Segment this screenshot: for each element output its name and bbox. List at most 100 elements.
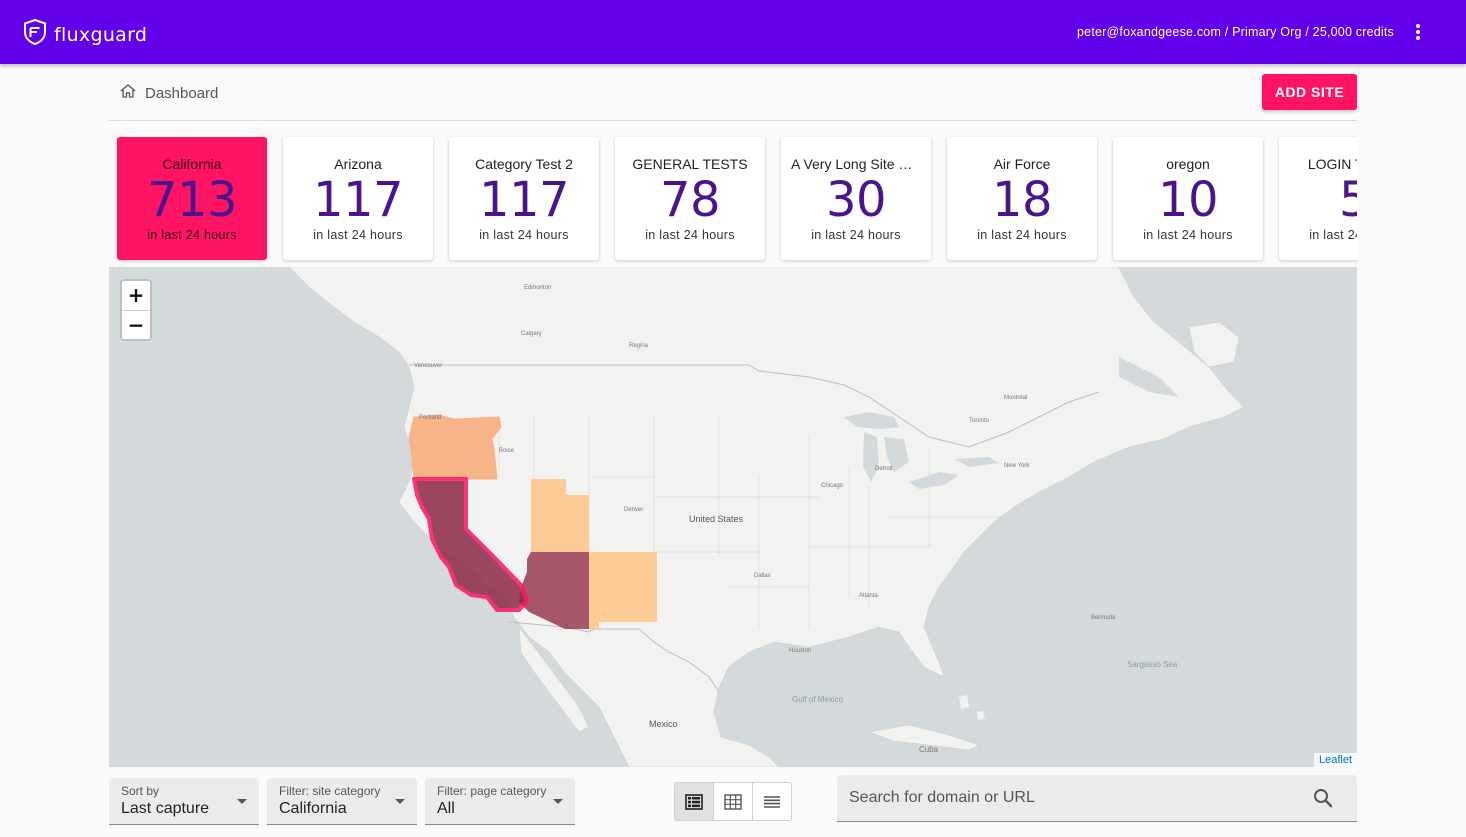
great-lakes [844, 412, 999, 489]
add-site-button[interactable]: ADD SITE [1262, 74, 1357, 110]
label-houston: Houston [789, 648, 811, 654]
card-subtitle: in last 24 hours [811, 228, 901, 242]
category-card[interactable]: GENERAL TESTS 78 in last 24 hours [615, 137, 765, 260]
label-calgary: Calgary [521, 331, 542, 337]
category-card[interactable]: California 713 in last 24 hours [117, 137, 267, 260]
breadcrumb-label: Dashboard [145, 85, 219, 102]
account-info[interactable]: peter@foxandgeese.com / Primary Org / 25… [1077, 25, 1394, 39]
card-subtitle: in last 24 hours [645, 228, 735, 242]
label-sargasso: Sargasso Sea [1127, 660, 1178, 669]
zoom-out-button[interactable]: − [122, 310, 150, 339]
card-subtitle: in last 24 hours [147, 228, 237, 242]
brand[interactable]: fluxguard [24, 18, 148, 50]
label-toronto: Toronto [969, 418, 990, 424]
card-title: Category Test 2 [475, 156, 573, 172]
site-category-select[interactable]: Filter: site category California [267, 778, 417, 825]
region-utah [531, 479, 589, 552]
more-vert-icon[interactable] [1408, 22, 1428, 42]
card-title: California [162, 156, 222, 172]
category-card[interactable]: Air Force 18 in last 24 hours [947, 137, 1097, 260]
card-subtitle: in last 24 hours [1309, 228, 1357, 242]
card-count: 30 [825, 172, 887, 228]
card-subtitle: in last 24 hours [479, 228, 569, 242]
grid-view-button[interactable] [713, 783, 752, 820]
label-portland: Portland [419, 415, 441, 421]
label-new-york: New York [1004, 463, 1030, 469]
view-toggle-group [674, 782, 792, 821]
label-gulf: Gulf of Mexico [792, 695, 844, 704]
card-count: 117 [312, 172, 404, 228]
sort-by-label: Sort by [121, 784, 160, 798]
category-card[interactable]: Arizona 117 in last 24 hours [283, 137, 433, 260]
category-card[interactable]: Category Test 2 117 in last 24 hours [449, 137, 599, 260]
dropdown-arrow-icon [395, 799, 405, 804]
map-canvas: United States Mexico Gulf of Mexico Sarg… [109, 267, 1357, 767]
app-name: fluxguard [54, 23, 148, 46]
search-box [837, 775, 1357, 822]
land-cuba [867, 724, 980, 751]
card-title: GENERAL TESTS [632, 156, 748, 172]
dropdown-arrow-icon [237, 799, 247, 804]
region-california [412, 477, 529, 612]
label-cuba: Cuba [919, 745, 939, 754]
border-canada-us [409, 364, 1100, 448]
card-title: Arizona [334, 156, 382, 172]
land-newfoundland [1188, 321, 1240, 368]
search-input[interactable] [849, 785, 1289, 811]
search-icon[interactable] [1313, 788, 1333, 813]
label-edmonton: Edmonton [524, 285, 551, 291]
page-category-select[interactable]: Filter: page category All [425, 778, 575, 825]
sort-by-select[interactable]: Sort by Last capture [109, 778, 259, 825]
map[interactable]: United States Mexico Gulf of Mexico Sarg… [109, 267, 1357, 767]
card-count: 18 [991, 172, 1053, 228]
label-denver: Denver [624, 507, 643, 513]
map-labels: United States Mexico Gulf of Mexico Sarg… [414, 285, 1178, 754]
card-subtitle: in last 24 hours [313, 228, 403, 242]
card-count: 5 [1338, 172, 1357, 228]
border-us-mexico [508, 621, 720, 693]
category-card[interactable]: oregon 10 in last 24 hours [1113, 137, 1263, 260]
map-attribution-link[interactable]: Leaflet [1313, 753, 1357, 767]
view-list-icon [685, 793, 703, 810]
land-baja [518, 625, 590, 733]
region-arizona [519, 552, 589, 629]
land-bahamas [959, 695, 985, 720]
label-united-states: United States [689, 514, 744, 524]
category-card[interactable]: LOGIN TESTS 5 in last 24 hours [1279, 137, 1357, 260]
label-chicago: Chicago [821, 483, 844, 489]
site-category-label: Filter: site category [279, 784, 381, 798]
gulf-of-st-lawrence [1119, 357, 1179, 397]
breadcrumb[interactable]: Dashboard [119, 82, 218, 105]
card-title: Air Force [993, 156, 1051, 172]
label-bermuda: Bermuda [1091, 615, 1116, 621]
site-category-value: California [279, 800, 347, 817]
label-regina: Regina [629, 343, 649, 349]
home-icon [119, 82, 137, 105]
page-category-value: All [437, 800, 455, 817]
view-headline-icon [764, 795, 780, 808]
view-module-icon [724, 793, 742, 810]
label-detroit: Detroit [875, 466, 893, 472]
app-bar: fluxguard peter@foxandgeese.com / Primar… [0, 0, 1466, 64]
card-subtitle: in last 24 hours [977, 228, 1067, 242]
region-new-mexico [589, 552, 657, 629]
card-title: oregon [1166, 156, 1210, 172]
label-montreal: Montréal [1004, 395, 1027, 401]
card-count: 713 [146, 172, 238, 228]
fluxguard-logo-icon [24, 18, 46, 50]
card-count: 117 [478, 172, 570, 228]
category-cards: California 713 in last 24 hours Arizona … [109, 131, 1357, 267]
zoom-in-button[interactable]: + [127, 283, 145, 307]
label-vancouver: Vancouver [414, 363, 442, 369]
card-count: 10 [1157, 172, 1219, 228]
card-title: A Very Long Site Category [791, 156, 931, 172]
card-subtitle: in last 24 hours [1143, 228, 1233, 242]
label-dallas: Dallas [754, 573, 771, 579]
compact-view-button[interactable] [752, 783, 791, 820]
label-atlanta: Atlanta [859, 593, 878, 599]
page-header: Dashboard ADD SITE [109, 64, 1357, 121]
region-oregon [408, 414, 502, 480]
label-boise: Boise [499, 448, 515, 454]
category-card[interactable]: A Very Long Site Category 30 in last 24 … [781, 137, 931, 260]
list-view-button[interactable] [675, 783, 713, 820]
